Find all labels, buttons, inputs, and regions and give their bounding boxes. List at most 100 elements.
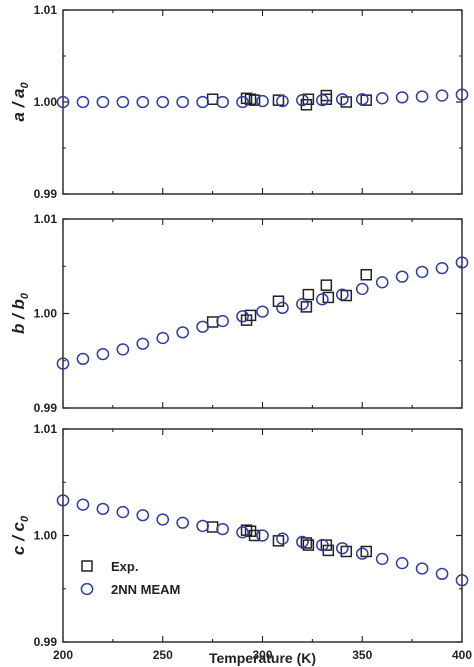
y-tick-label: 0.99 [34, 635, 58, 649]
chart-panel-1: 1.01 1.00 0.99 a / a0 [9, 3, 469, 201]
data-point-circle [375, 276, 389, 289]
legend: Exp. 2NN MEAM [80, 559, 180, 597]
data-point-square [240, 92, 253, 105]
data-point-circle [96, 347, 110, 361]
series-meam [56, 494, 469, 587]
data-point-circle [176, 95, 190, 109]
y-tick-label: 1.00 [34, 95, 58, 109]
chart-panel-2: 1.01 1.00 0.99 b / b0 [9, 212, 469, 415]
y-axis-label: b / b0 [9, 292, 31, 334]
data-point-square [244, 93, 257, 105]
x-tick-label: 350 [352, 648, 372, 662]
data-point-circle [56, 95, 70, 109]
y-tick-label: 1.00 [34, 307, 58, 321]
data-point-square [244, 309, 257, 322]
data-point-circle [276, 301, 289, 314]
data-point-circle [216, 522, 229, 536]
data-point-square [248, 94, 261, 106]
data-point-circle [316, 538, 329, 552]
data-point-square [320, 279, 333, 291]
data-point-circle [316, 293, 329, 306]
y-tick-label: 1.00 [34, 529, 58, 543]
data-point-circle [96, 95, 110, 109]
data-point-circle [196, 519, 209, 533]
data-point-circle [395, 270, 409, 283]
data-point-circle [56, 494, 70, 507]
data-point-circle [236, 310, 249, 323]
data-point-square [340, 96, 353, 108]
plot-frame [62, 218, 463, 409]
data-point-circle [196, 320, 209, 333]
data-point-circle [156, 95, 170, 109]
data-point-circle [156, 331, 170, 345]
data-point-circle [216, 95, 229, 109]
data-point-square [206, 316, 219, 328]
data-point-circle [415, 265, 429, 279]
data-point-circle [395, 557, 409, 570]
data-point-circle [176, 516, 190, 529]
data-point-circle [236, 95, 249, 109]
data-point-square [206, 521, 219, 533]
x-tick-label: 200 [53, 648, 73, 662]
data-point-circle [256, 529, 269, 542]
data-point-circle [355, 547, 369, 560]
y-axis-label: a / a0 [9, 82, 31, 122]
data-point-circle [355, 282, 369, 296]
data-point-circle [375, 552, 389, 566]
data-point-square [360, 269, 372, 281]
data-point-circle [316, 94, 329, 107]
data-point-circle [435, 261, 449, 275]
data-point-circle [276, 532, 289, 545]
data-point-circle [196, 95, 209, 109]
plot-frame [62, 9, 463, 195]
data-point-square [340, 545, 353, 558]
data-point-circle [435, 89, 449, 102]
data-point-circle [455, 256, 469, 269]
data-point-circle [176, 326, 190, 339]
data-point-circle [455, 88, 469, 101]
data-point-square [272, 295, 285, 307]
data-point-square [300, 301, 313, 313]
data-point-square [302, 288, 315, 301]
data-point-circle [276, 94, 289, 108]
data-point-circle [415, 90, 429, 103]
data-point-circle [375, 92, 389, 105]
data-point-circle [355, 93, 369, 106]
plot-frame [62, 428, 463, 643]
data-point-circle [76, 352, 90, 366]
y-tick-label: 1.01 [34, 3, 58, 17]
data-point-circle [76, 498, 90, 511]
y-axis-label: c / c0 [9, 515, 31, 555]
legend-label-exp: Exp. [111, 559, 138, 574]
legend-circle-marker [80, 582, 94, 596]
data-point-circle [56, 357, 70, 370]
data-point-circle [136, 337, 150, 350]
data-point-circle [136, 509, 150, 522]
x-tick-label: 400 [452, 648, 472, 662]
data-point-circle [335, 542, 349, 555]
legend-label-meam: 2NN MEAM [111, 582, 180, 597]
data-point-circle [116, 505, 130, 519]
series-meam [56, 256, 469, 370]
data-point-circle [415, 562, 429, 575]
data-point-circle [76, 95, 90, 109]
x-tick-label: 250 [153, 648, 173, 662]
data-point-circle [116, 95, 130, 109]
series-meam [56, 88, 469, 109]
data-point-circle [455, 574, 469, 587]
data-point-square [302, 93, 315, 105]
x-tick-label: 300 [252, 648, 272, 662]
data-point-square [322, 291, 335, 304]
data-point-circle [136, 95, 150, 109]
data-point-circle [236, 526, 249, 539]
legend-square-marker [81, 560, 93, 572]
y-tick-label: 0.99 [34, 401, 58, 415]
data-point-square [206, 93, 219, 105]
data-point-circle [96, 502, 110, 516]
data-point-circle [296, 297, 309, 311]
y-tick-label: 0.99 [34, 187, 58, 201]
data-point-circle [256, 305, 269, 318]
x-axis-label: Temperature (K) [209, 650, 316, 666]
